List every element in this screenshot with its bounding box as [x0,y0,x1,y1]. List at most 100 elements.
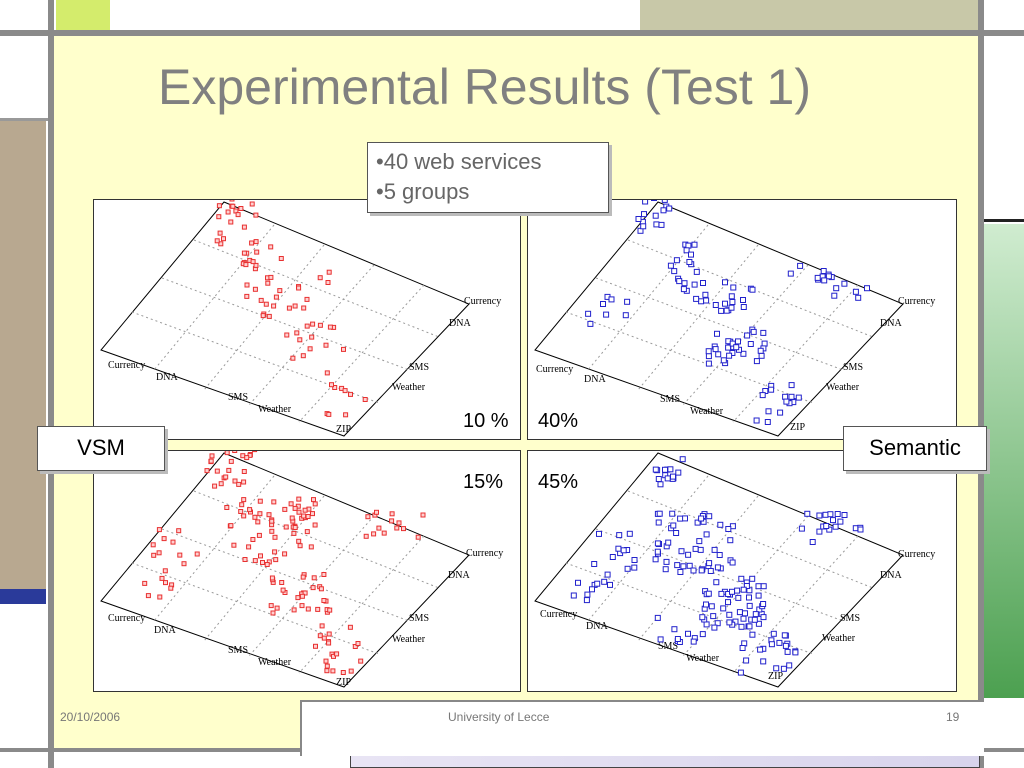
scatter-point [758,352,765,359]
scatter-point [855,294,862,301]
scatter-point [690,638,697,645]
scatter-point [760,614,767,621]
scatter-point [396,520,402,526]
scatter-point [693,295,700,302]
scatter-point [660,207,667,214]
percentage-label: 40% [538,410,579,432]
scatter-point [283,524,289,530]
page-title: Experimental Results (Test 1) [158,59,812,115]
scatter-point [641,211,647,218]
axis-labels: Currency DNA SMS Weather ZIP Currency DN… [108,296,501,435]
scatter-point [300,574,306,580]
scatter-point [714,564,721,571]
axis-label-dna: DNA [448,570,470,581]
scatter-point [311,575,317,581]
scatter-point [604,571,611,578]
scatter-point [324,668,330,674]
scatter-point [312,522,318,528]
scatter-point [315,606,321,612]
scatter-point [690,567,697,574]
scatter-point [226,467,232,473]
scatter-point [711,624,718,631]
scatter-point [280,587,286,593]
scatter-point [241,224,247,230]
scatter-point [244,455,250,461]
scatter-point [760,583,767,590]
axis-label-dna-left: DNA [586,621,608,632]
scatter-point [270,610,276,616]
scatter-point [265,280,271,286]
scatter-point [231,542,237,548]
scatter-point [837,518,844,525]
scatter-point [272,549,278,555]
scatter-point [156,527,162,533]
scatter-point [596,530,602,537]
scatter-point [667,262,674,269]
scatter-point [670,522,677,529]
scatter-point [340,670,346,675]
scatter-point [676,278,683,285]
scatter-point [738,575,745,582]
scatter-point [761,340,768,347]
scatter-point [798,525,805,532]
axis-label-zip: ZIP [336,424,351,435]
scatter-point [765,408,772,415]
scatter-point [757,646,764,653]
scatter-point [703,601,709,608]
plot-vsm-15: Currency DNA SMS Weather ZIP Currency DN… [93,447,521,692]
scatter-point [230,203,236,209]
scatter-point [348,668,354,674]
scatter-point [708,603,715,610]
scatter-point [691,281,698,288]
scatter-point [254,249,260,255]
axis-label-zip: ZIP [768,671,783,682]
scatter-point [703,531,710,538]
scatter-point [681,280,688,287]
scatter-point [317,322,323,328]
scatter-point [221,236,226,242]
scatter-point [319,623,325,629]
scatter-point [247,507,253,513]
right-accent-line [984,219,1024,222]
scatter-point [755,592,762,599]
scatter-point [299,603,305,609]
scatter-point [244,282,250,288]
scatter-point [218,241,224,247]
scatter-point [224,505,230,510]
scatter-point [715,351,722,358]
axis-label-sms: SMS [843,362,863,373]
scatter-point [821,277,828,284]
scatter-point [209,453,215,459]
axis-label-currency: Currency [466,548,503,559]
scatter-point [702,291,709,298]
scatter-point [608,296,615,303]
scatter-point [742,610,748,617]
scatter-point [150,542,156,548]
scatter-point [332,385,338,390]
scatter-point [352,644,358,649]
scatter-point [238,206,244,211]
scatter-point [236,481,242,487]
scatter-point [699,614,706,621]
scatter-point [603,311,610,318]
scatter-point [620,547,627,554]
scatter-point [680,286,687,293]
axis-label-currency-left: Currency [536,364,573,375]
scatter-point [326,411,332,417]
scatter-plot-semantic-40: Currency DNA SMS Weather ZIP Currency DN… [534,195,935,437]
scatter-point [750,328,757,335]
axis-labels: Currency DNA SMS Weather ZIP Currency DN… [540,549,935,682]
scatter-point [652,212,659,219]
scatter-point [355,641,361,646]
scatter-point [343,412,349,418]
scatter-point [163,580,168,586]
scatter-point [291,530,297,536]
scatter-point [204,468,210,474]
scatter-point [304,323,310,329]
scatter-point [751,616,758,623]
scatter-point [777,409,784,416]
footer-date: 20/10/2006 [60,710,121,724]
scatter-point [768,641,775,648]
scatter-point [241,497,247,503]
scatter-point [809,539,816,545]
